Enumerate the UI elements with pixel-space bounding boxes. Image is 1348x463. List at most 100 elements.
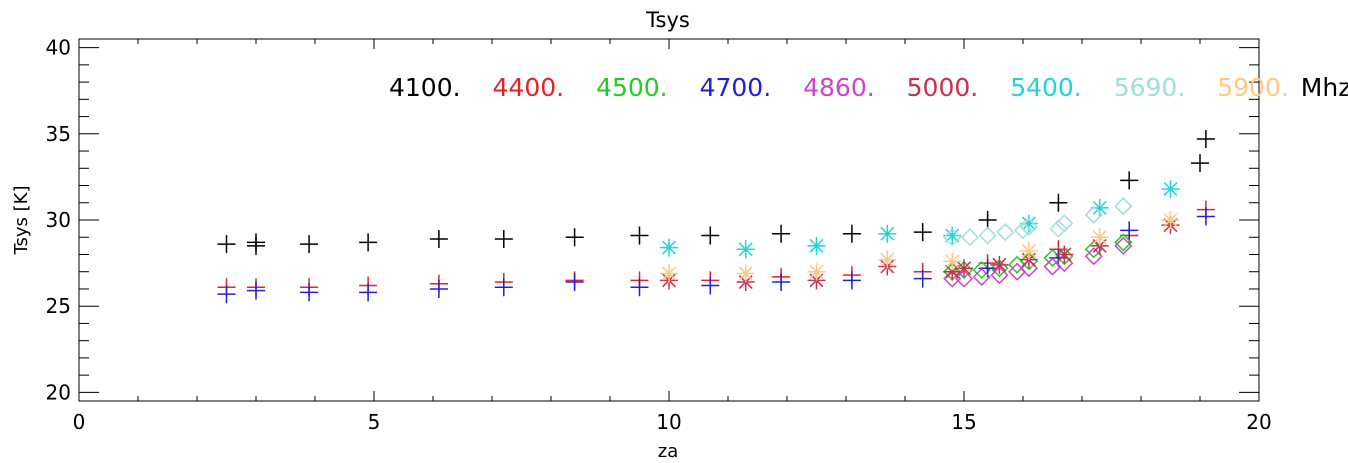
series-group — [943, 197, 1133, 247]
x-tick-label: 10 — [656, 410, 681, 434]
data-point — [878, 250, 897, 269]
legend-label: 4100. — [389, 73, 461, 102]
data-point — [494, 278, 513, 297]
data-point — [1049, 219, 1068, 238]
data-point — [359, 233, 378, 252]
data-point — [990, 259, 1009, 278]
y-tick-label: 30 — [46, 208, 71, 232]
x-tick-labels: 0 5 10 15 20 — [73, 410, 1272, 434]
data-point — [247, 281, 265, 300]
y-tick-label: 40 — [46, 36, 71, 60]
data-point — [217, 285, 236, 304]
legend-label: 5690. — [1114, 73, 1186, 102]
data-point — [1120, 221, 1139, 240]
data-point — [1019, 217, 1038, 236]
data-point — [978, 226, 997, 245]
x-tick-label: 5 — [368, 410, 381, 434]
y-tick-label: 25 — [46, 294, 71, 318]
legend-label: 5400. — [1010, 73, 1082, 102]
data-point — [359, 283, 378, 302]
data-point — [300, 283, 319, 302]
data-point — [990, 255, 1009, 274]
axis-ticks — [78, 39, 1260, 401]
data-point — [429, 279, 448, 298]
data-point — [943, 226, 962, 245]
chart-title: Tsys — [645, 8, 690, 32]
data-point — [630, 278, 649, 297]
data-point — [565, 228, 584, 247]
data-point — [913, 223, 932, 242]
data-point — [1196, 207, 1215, 226]
data-point — [1120, 171, 1139, 190]
data-point — [772, 273, 791, 292]
legend-unit: Mhz — [1301, 73, 1348, 102]
data-point — [878, 224, 897, 243]
data-point — [429, 229, 448, 248]
series-group — [217, 129, 1215, 255]
data-point — [1114, 197, 1133, 216]
data-point — [954, 269, 974, 288]
data-point — [1055, 245, 1074, 264]
series-group — [660, 211, 1180, 283]
data-point — [300, 235, 319, 254]
data-point — [1114, 233, 1133, 252]
data-point — [1191, 154, 1209, 173]
data-point — [1196, 129, 1215, 148]
data-point — [913, 269, 932, 288]
y-tick-labels: 20 25 30 35 40 — [46, 36, 71, 405]
legend-label: 4700. — [700, 73, 772, 102]
data-point — [943, 262, 962, 281]
legend: 4100. 4400. 4500. 4700. 4860. 5000. 5400… — [389, 73, 1348, 102]
data-point — [842, 224, 861, 243]
legend-label: 5900. — [1217, 73, 1289, 102]
data-point — [1019, 242, 1038, 261]
x-tick-label: 0 — [73, 410, 86, 434]
x-axis-title: za — [658, 441, 678, 462]
data-point — [701, 276, 720, 295]
data-point — [772, 224, 791, 243]
data-point — [1161, 179, 1180, 198]
data-point — [842, 271, 861, 290]
data-points — [217, 129, 1215, 304]
data-point — [943, 269, 962, 288]
x-tick-label: 20 — [1246, 410, 1271, 434]
data-point — [660, 264, 678, 283]
data-point — [978, 211, 997, 229]
data-point — [1055, 214, 1074, 233]
data-point — [1090, 228, 1109, 247]
data-point — [990, 266, 1009, 285]
series-group — [660, 179, 1180, 259]
data-point — [1019, 214, 1038, 233]
data-point — [217, 235, 236, 254]
data-point — [660, 238, 678, 257]
data-point — [996, 223, 1015, 242]
data-point — [736, 240, 755, 259]
legend-label: 4400. — [493, 73, 565, 102]
x-tick-label: 15 — [951, 410, 976, 434]
data-point — [1084, 205, 1103, 224]
y-axis-title: Tsys [K] — [11, 186, 32, 256]
data-point — [701, 226, 720, 245]
y-tick-label: 35 — [46, 122, 71, 146]
legend-label: 5000. — [907, 73, 979, 102]
data-point — [960, 228, 979, 247]
data-point — [1090, 198, 1109, 217]
y-tick-label: 20 — [46, 380, 71, 404]
data-point — [807, 262, 826, 281]
legend-label: 4500. — [596, 73, 668, 102]
series-group — [660, 216, 1180, 292]
data-point — [1019, 252, 1038, 271]
legend-label: 4860. — [803, 73, 875, 102]
data-point — [630, 226, 649, 245]
data-point — [1161, 211, 1180, 229]
legend-entry: 4100. 4400. 4500. 4700. 4860. 5000. 5400… — [389, 73, 1348, 102]
data-point — [955, 259, 973, 278]
data-point — [1114, 236, 1133, 255]
data-point — [943, 252, 962, 271]
data-point — [1049, 193, 1068, 212]
data-point — [736, 264, 755, 283]
data-point — [972, 267, 991, 286]
data-point — [1013, 221, 1033, 240]
data-point — [494, 229, 513, 248]
